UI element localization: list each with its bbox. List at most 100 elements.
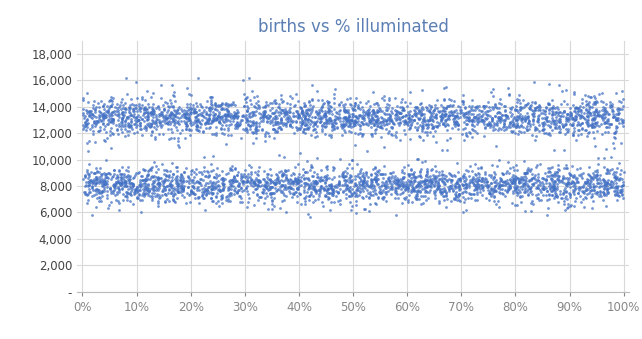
Point [397, 106, 408, 112]
Point [147, 117, 157, 122]
Point [164, 118, 174, 124]
Point [126, 192, 137, 197]
Point [501, 113, 512, 119]
Point [182, 110, 193, 116]
Point [285, 106, 295, 111]
Point [221, 194, 231, 200]
Point [338, 170, 348, 176]
Point [578, 189, 589, 195]
Point [556, 195, 566, 200]
Point [189, 170, 199, 175]
Point [330, 120, 340, 126]
Point [214, 121, 225, 126]
Point [232, 111, 242, 116]
Point [236, 195, 246, 201]
Point [204, 173, 214, 179]
Point [313, 187, 324, 193]
Point [503, 85, 514, 91]
Point [614, 189, 625, 195]
Point [265, 195, 275, 200]
Point [242, 179, 252, 184]
Point [325, 190, 336, 196]
Point [278, 173, 288, 178]
Point [284, 185, 294, 190]
Point [207, 109, 218, 115]
Point [440, 113, 450, 118]
Point [490, 113, 500, 119]
Point [565, 193, 575, 198]
Point [231, 178, 241, 183]
Point [135, 122, 145, 127]
Point [583, 123, 593, 128]
Point [108, 188, 119, 194]
Point [143, 191, 153, 196]
Point [447, 113, 457, 118]
Point [141, 109, 151, 115]
Point [80, 175, 91, 180]
Point [598, 120, 609, 125]
Point [602, 180, 612, 186]
Point [438, 193, 449, 198]
Point [123, 124, 134, 129]
Point [152, 166, 162, 171]
Point [107, 130, 117, 135]
Point [300, 130, 310, 136]
Point [592, 190, 602, 195]
Point [120, 182, 130, 187]
Point [172, 188, 182, 193]
Point [528, 181, 538, 187]
Point [516, 176, 526, 181]
Point [580, 116, 591, 122]
Point [160, 187, 170, 193]
Point [358, 179, 369, 184]
Point [503, 159, 513, 164]
Point [388, 120, 398, 125]
Point [454, 193, 464, 198]
Point [475, 186, 485, 192]
Point [505, 182, 515, 188]
Point [464, 118, 474, 123]
Point [270, 116, 280, 122]
Point [513, 190, 523, 196]
Point [119, 118, 130, 123]
Point [508, 121, 519, 127]
Point [367, 193, 377, 198]
Point [280, 111, 290, 116]
Point [392, 175, 403, 181]
Point [130, 187, 141, 193]
Point [243, 172, 254, 177]
Point [178, 177, 188, 182]
Point [470, 183, 480, 188]
Point [261, 114, 271, 119]
Point [449, 183, 460, 188]
Point [607, 103, 617, 109]
Point [424, 118, 434, 123]
Point [573, 127, 583, 133]
Point [422, 130, 433, 135]
Point [207, 131, 217, 136]
Point [504, 186, 514, 192]
Point [107, 116, 117, 121]
Point [143, 192, 153, 197]
Point [254, 177, 265, 182]
Point [224, 102, 234, 108]
Point [148, 91, 158, 96]
Point [221, 197, 231, 202]
Point [473, 189, 483, 195]
Point [580, 179, 590, 184]
Point [116, 100, 126, 105]
Point [354, 100, 365, 105]
Point [342, 116, 352, 121]
Point [528, 113, 538, 119]
Point [291, 179, 301, 184]
Point [304, 125, 314, 130]
Point [302, 189, 312, 195]
Point [302, 117, 312, 122]
Point [289, 191, 299, 197]
Point [267, 206, 277, 212]
Point [135, 105, 146, 111]
Point [192, 123, 202, 128]
Point [345, 177, 356, 182]
Point [347, 157, 358, 163]
Point [320, 174, 331, 179]
